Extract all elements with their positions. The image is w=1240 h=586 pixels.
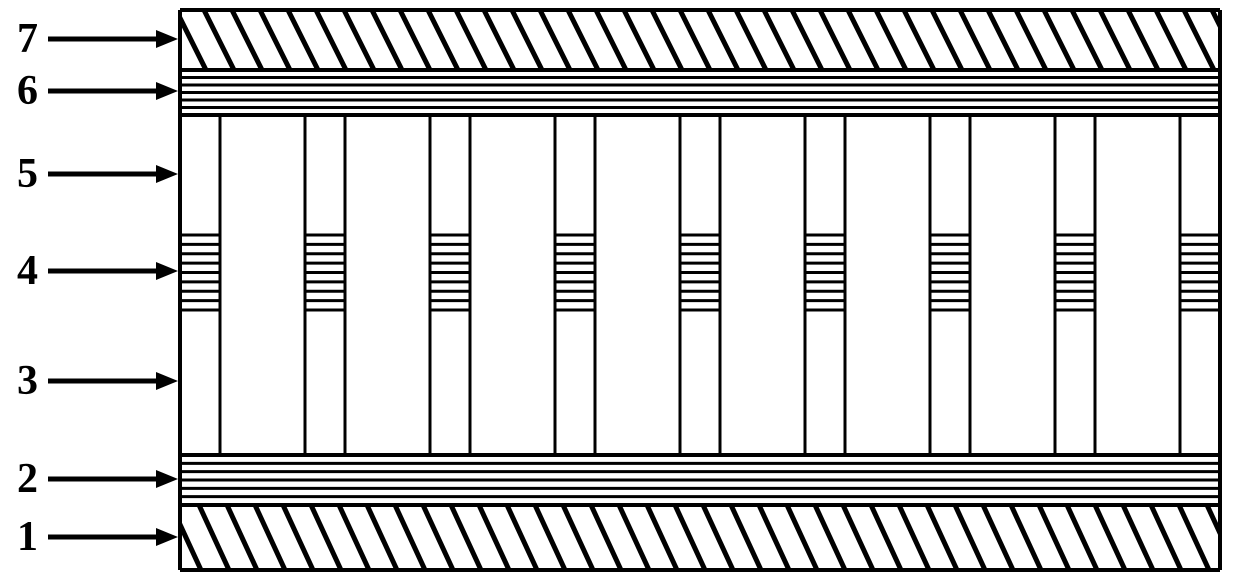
diagram-svg [0, 0, 1240, 581]
pillars [180, 115, 1220, 455]
layer-number: 6 [8, 67, 38, 115]
layer-number: 5 [8, 150, 38, 198]
layer-label-2: 2 [8, 455, 182, 503]
arrow-icon [46, 161, 182, 187]
layer-label-6: 6 [8, 67, 182, 115]
pillar-bands [180, 235, 1220, 310]
layer-label-3: 3 [8, 357, 182, 405]
arrow-icon [46, 466, 182, 492]
layer-number: 2 [8, 455, 38, 503]
arrow-icon [46, 368, 182, 394]
layer-label-1: 1 [8, 513, 182, 561]
layer-number: 3 [8, 357, 38, 405]
arrow-icon [46, 524, 182, 550]
layer-label-5: 5 [8, 150, 182, 198]
layer-label-4: 4 [8, 247, 182, 295]
layer-number: 1 [8, 513, 38, 561]
arrow-icon [46, 258, 182, 284]
arrow-icon [46, 78, 182, 104]
layer-label-7: 7 [8, 15, 182, 63]
arrow-icon [46, 26, 182, 52]
layer-number: 7 [8, 15, 38, 63]
diagram-container: 76 5 4 3 2 1 [0, 0, 1240, 581]
layer-number: 4 [8, 247, 38, 295]
